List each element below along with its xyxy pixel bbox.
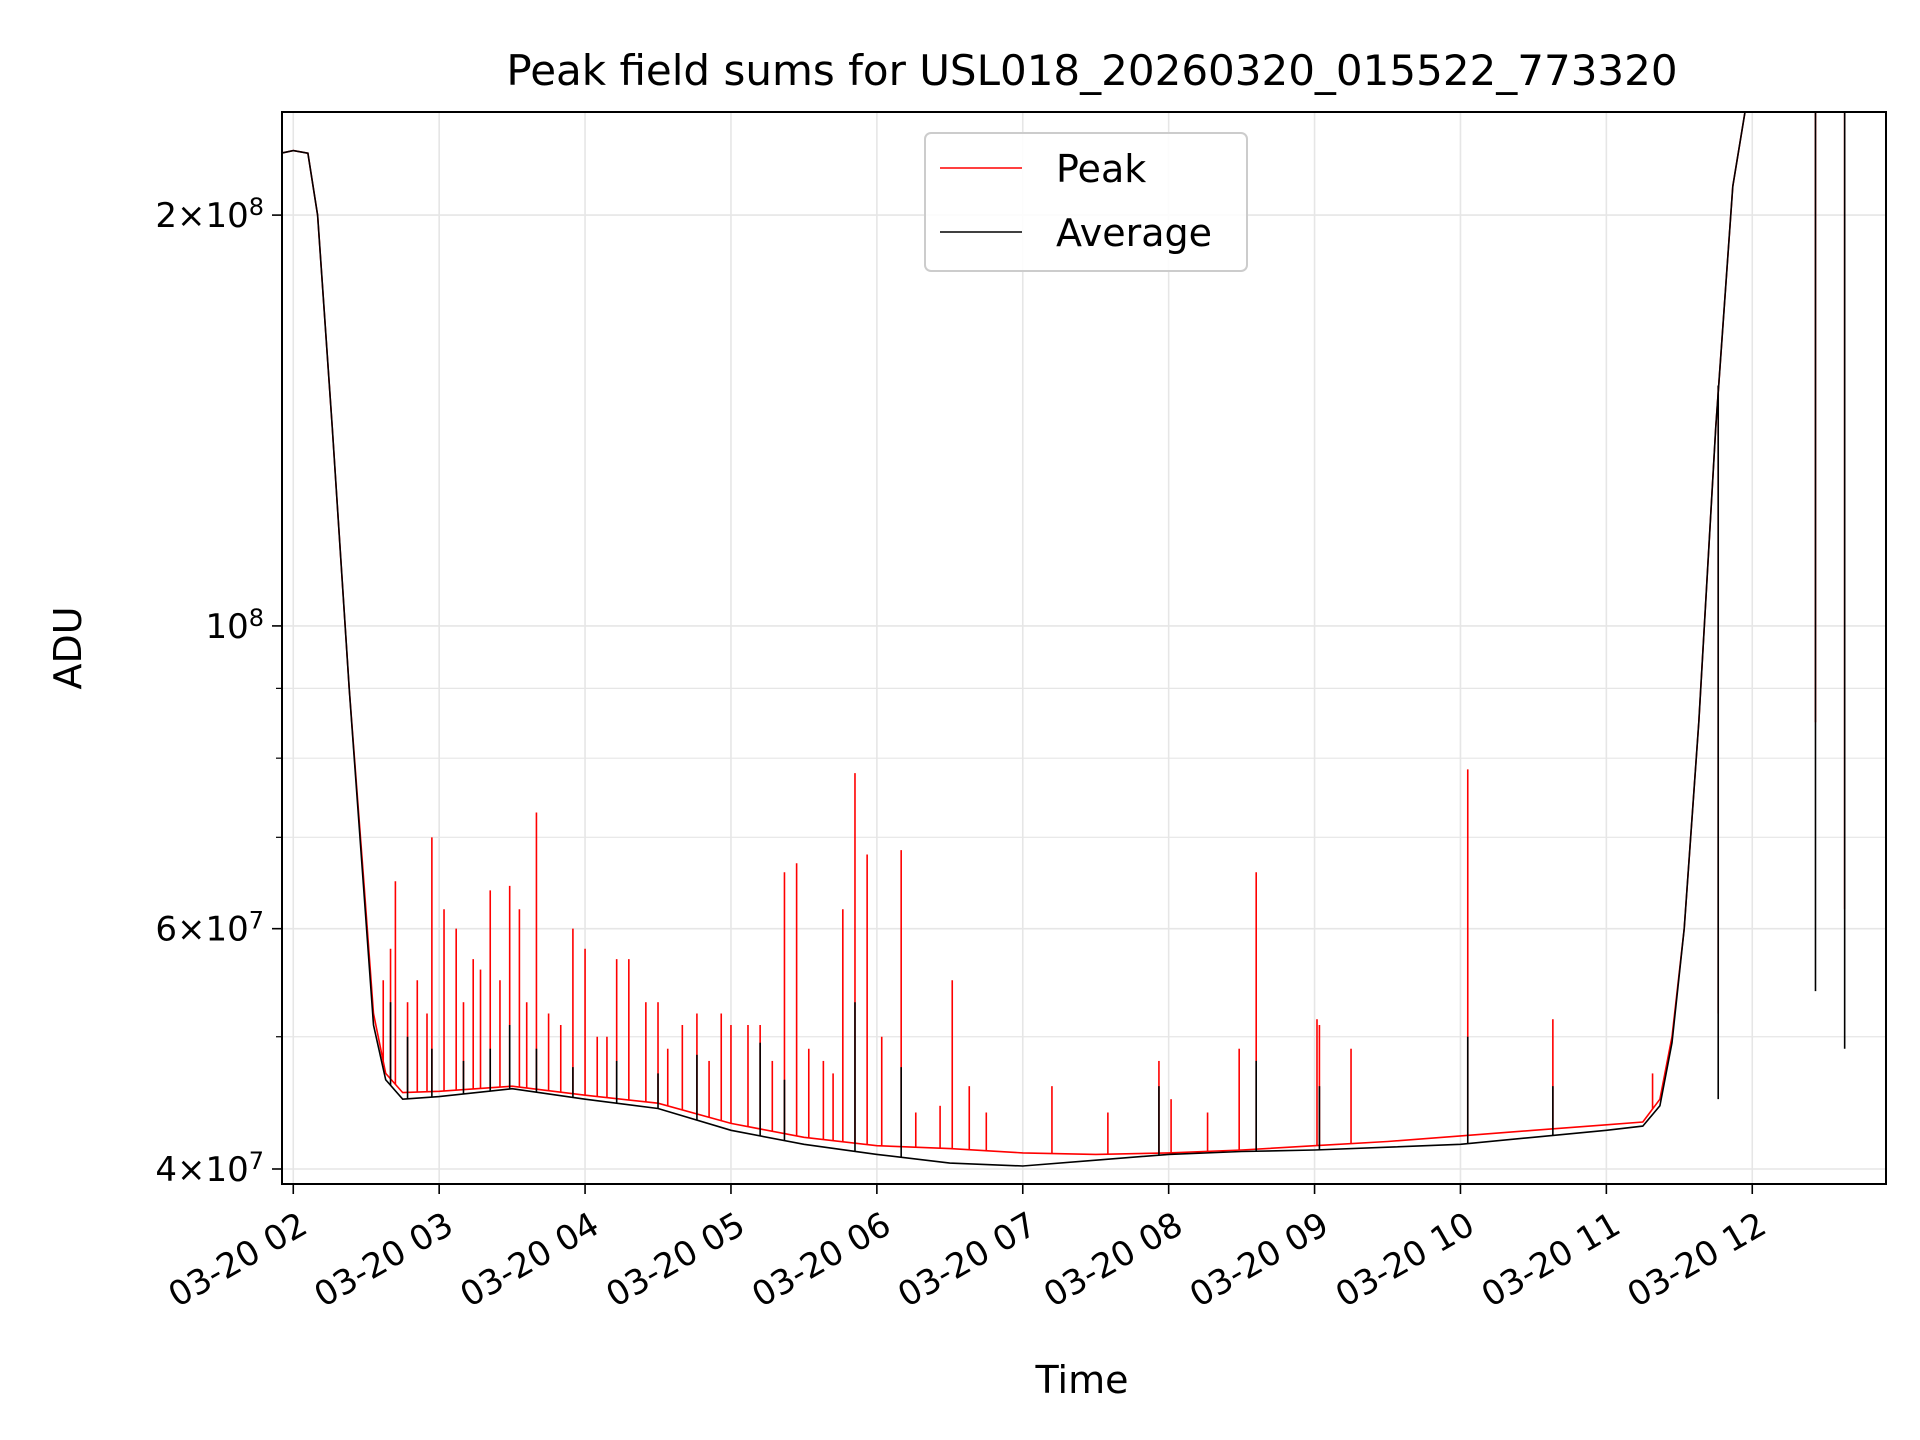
y-tick-label-part: × [177,196,206,236]
legend-label-peak: Peak [1056,147,1146,191]
series-layer [280,111,1846,1167]
y-tick-label-part: 10 [205,910,248,950]
legend-label-average: Average [1056,211,1212,255]
y-tick-label-part: 2 [155,196,177,236]
series-average [280,111,1846,1167]
y-tick-label: 2×108 [155,194,264,237]
y-tick-label-part: × [177,1150,206,1190]
x-axis-label: Time [1035,1358,1129,1402]
y-tick-label-part: 10 [205,196,248,236]
y-tick-label: 4×107 [155,1147,264,1190]
y-tick-label-part: 4 [155,1150,177,1190]
y-tick-label: 6×107 [155,907,264,950]
series-line-average [280,111,1746,1167]
y-axis-label: ADU [46,606,90,689]
y-tick-label-part: × [177,910,206,950]
y-tick-label-part: 8 [249,194,264,222]
y-tick-label-part: 7 [249,1147,264,1175]
y-tick-label-part: 10 [205,1150,248,1190]
chart-title: Peak field sums for USL018_20260320_0155… [506,46,1677,95]
y-tick-label-part: 6 [155,910,177,950]
y-tick-label-part: 7 [249,907,264,935]
y-tick-label-part: 10 [205,607,248,647]
legend: Peak Average [924,132,1248,272]
y-tick-label-part: 8 [249,604,264,632]
plot-frame [281,111,1887,1185]
y-tick-label: 108 [205,604,264,647]
